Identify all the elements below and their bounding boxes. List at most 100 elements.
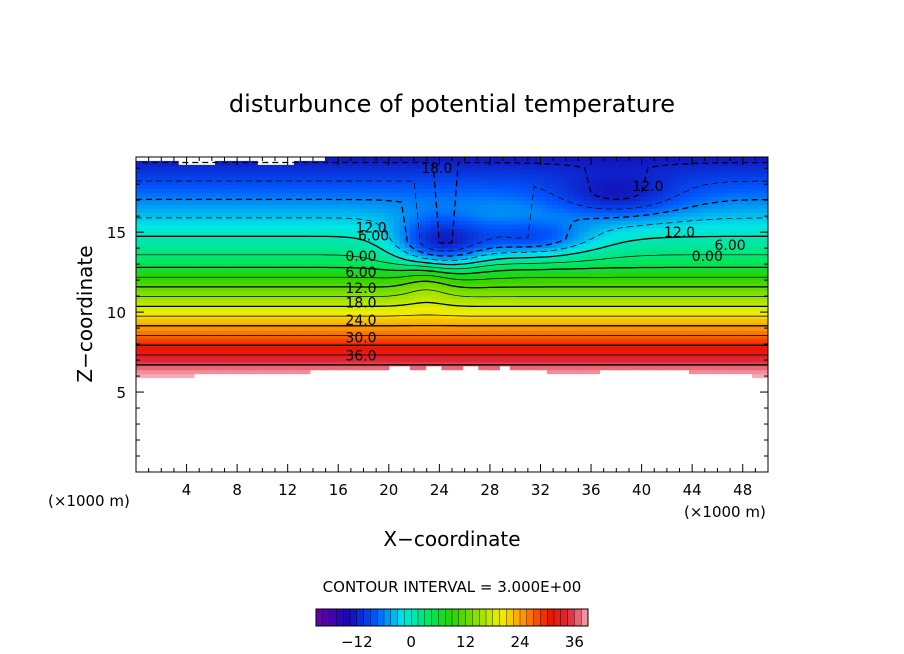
field-cell	[230, 255, 237, 260]
field-cell	[288, 243, 295, 249]
field-cell	[193, 365, 200, 371]
field-cell	[483, 342, 490, 347]
field-cell	[236, 314, 242, 320]
field-cell	[483, 180, 490, 186]
field-cell	[604, 365, 611, 371]
field-cell	[383, 342, 390, 347]
field-cell	[167, 306, 174, 312]
field-cell	[373, 306, 379, 312]
field-cell	[562, 346, 569, 351]
field-cell	[452, 330, 458, 335]
field-cell	[346, 172, 353, 178]
field-cell	[594, 271, 601, 276]
field-cell	[299, 290, 306, 296]
field-cell	[220, 192, 227, 197]
field-cell	[494, 338, 500, 343]
field-cell	[583, 346, 590, 351]
field-cell	[367, 172, 374, 178]
field-cell	[441, 247, 448, 253]
field-cell	[388, 251, 395, 257]
field-cell	[262, 357, 269, 363]
field-cell	[351, 164, 358, 170]
field-cell	[494, 346, 500, 351]
field-cell	[157, 267, 163, 272]
field-cell	[267, 314, 274, 320]
field-cell	[509, 286, 516, 292]
field-cell	[199, 267, 206, 272]
field-cell	[230, 247, 237, 253]
field-cell	[383, 353, 390, 359]
field-cell	[620, 298, 627, 304]
field-cell	[441, 239, 448, 245]
field-cell	[241, 243, 248, 249]
field-cell	[415, 302, 421, 308]
field-cell	[362, 306, 369, 312]
field-cell	[330, 204, 337, 209]
field-cell	[146, 235, 153, 241]
field-cell	[546, 369, 553, 375]
field-cell	[341, 306, 348, 312]
field-cell	[546, 326, 553, 331]
field-cell	[441, 251, 448, 257]
field-cell	[272, 298, 279, 304]
field-cell	[294, 231, 300, 237]
field-cell	[404, 326, 411, 331]
field-cell	[488, 247, 495, 253]
field-cell	[167, 271, 174, 276]
field-cell	[520, 349, 527, 355]
field-cell	[278, 212, 285, 217]
field-cell	[188, 322, 195, 327]
field-cell	[462, 168, 469, 174]
field-cell	[536, 353, 543, 359]
field-cell	[531, 294, 537, 300]
field-cell	[541, 349, 548, 355]
field-cell	[309, 196, 316, 201]
field-cell	[325, 346, 332, 351]
field-cell	[330, 216, 337, 221]
field-cell	[251, 286, 258, 292]
field-cell	[225, 314, 232, 320]
field-cell	[599, 330, 606, 335]
field-cell	[478, 361, 485, 367]
field-cell	[578, 334, 585, 339]
field-cell	[546, 157, 553, 162]
field-cell	[394, 235, 400, 241]
field-cell	[488, 275, 495, 280]
field-cell	[420, 176, 427, 182]
field-cell	[172, 306, 179, 312]
field-cell	[557, 263, 564, 268]
field-cell	[157, 235, 163, 241]
field-cell	[436, 172, 443, 178]
field-cell	[209, 346, 216, 351]
field-cell	[404, 318, 411, 323]
field-cell	[562, 184, 569, 190]
field-cell	[215, 259, 221, 264]
field-cell	[241, 290, 248, 296]
field-cell	[299, 216, 306, 221]
field-cell	[615, 223, 622, 229]
field-cell	[178, 306, 184, 312]
field-cell	[236, 235, 242, 241]
field-cell	[278, 180, 285, 186]
field-cell	[215, 247, 221, 253]
field-cell	[172, 349, 179, 355]
field-cell	[515, 283, 522, 288]
field-cell	[573, 164, 579, 170]
field-cell	[525, 168, 532, 174]
field-cell	[136, 353, 142, 359]
field-cell	[146, 318, 153, 323]
field-cell	[225, 353, 232, 359]
field-cell	[383, 239, 390, 245]
field-cell	[462, 267, 469, 272]
field-cell	[541, 306, 548, 312]
field-cell	[462, 349, 469, 355]
field-cell	[536, 357, 543, 363]
field-cell	[509, 322, 516, 327]
field-cell	[430, 243, 437, 249]
field-cell	[546, 239, 553, 245]
field-cell	[236, 196, 242, 201]
field-cell	[467, 294, 474, 300]
field-cell	[209, 255, 216, 260]
field-cell	[309, 235, 316, 241]
field-cell	[552, 302, 558, 308]
